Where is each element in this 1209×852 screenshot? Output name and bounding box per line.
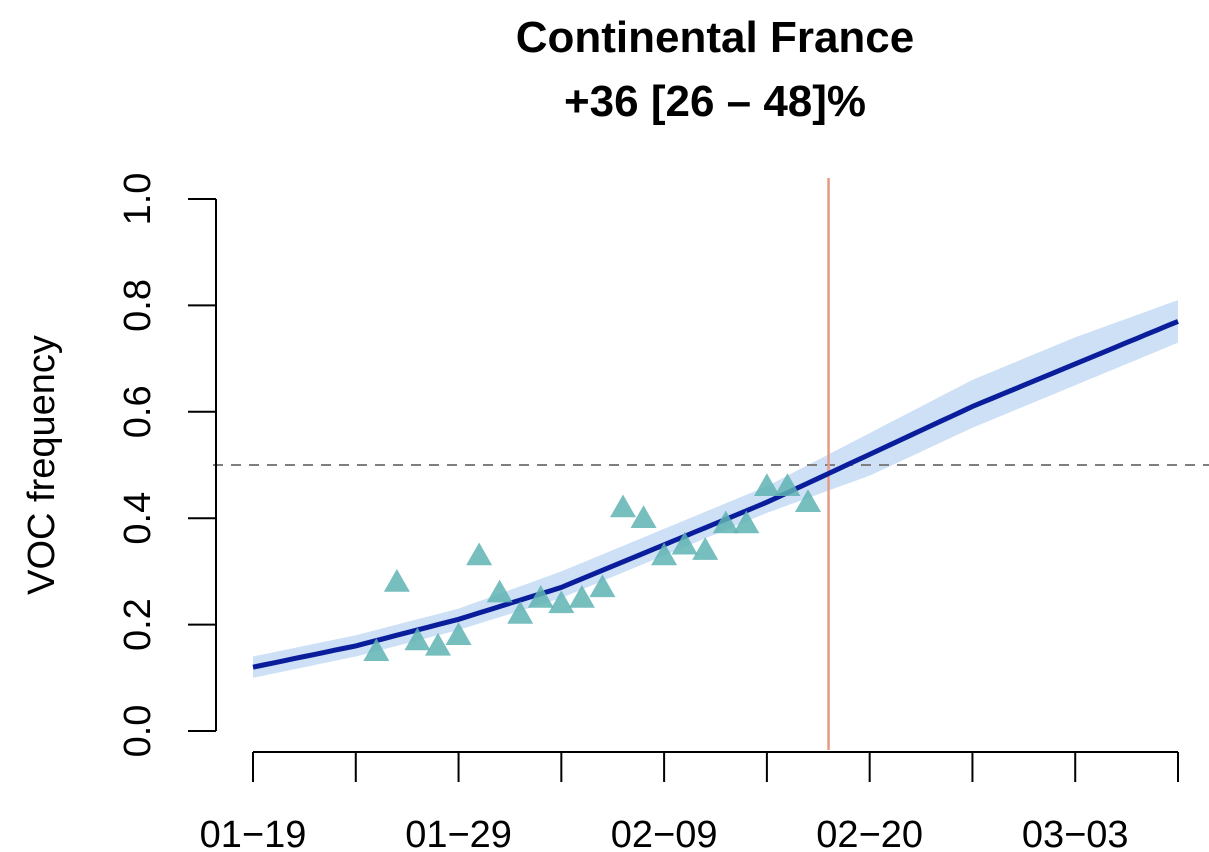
chart-subtitle: +36 [26 – 48]% [564,77,866,126]
y-tick-label: 0.4 [117,492,159,545]
data-point [589,574,616,598]
data-point [548,590,575,614]
data-point [466,542,493,566]
y-tick-label: 0.6 [117,385,159,438]
x-tick-label: 03−03 [1022,814,1129,852]
data-point [404,627,431,651]
data-point [507,600,534,624]
data-point [671,531,698,555]
data-point [692,537,719,560]
data-point [610,494,636,518]
x-tick-label: 02−20 [816,814,923,852]
fit-line [252,319,1179,670]
data-point [486,579,513,603]
y-tick-label: 1.0 [117,173,159,226]
data-point [425,632,451,656]
data-point [383,569,410,592]
y-axis: 0.0 0.2 0.4 0.6 0.8 1.0 [117,173,217,758]
data-point [774,473,801,497]
data-point [651,542,678,566]
x-tick-label: 02−09 [611,814,718,852]
y-tick-label: 0.8 [117,279,159,332]
data-point [630,505,657,528]
data-point [733,510,760,534]
data-point [445,622,472,645]
confidence-band-area [253,300,1178,678]
y-tick-label: 0.2 [117,598,159,651]
x-tick-label: 01−29 [405,814,512,852]
data-point [527,585,554,608]
x-axis: 01−19 01−29 02−09 02−20 03−03 [200,751,1179,852]
chart-title: Continental France [516,13,915,62]
fit-curve [252,319,1179,670]
data-point [568,585,595,608]
y-tick-label: 0.0 [117,705,159,758]
reference-lines [213,178,1209,750]
data-points [363,473,821,661]
data-point [363,638,390,661]
x-tick-label: 01−19 [200,814,307,852]
y-axis-label: VOC frequency [21,335,63,595]
data-point [753,473,780,497]
data-point [712,510,739,534]
data-point [795,489,821,512]
confidence-band [253,300,1178,678]
